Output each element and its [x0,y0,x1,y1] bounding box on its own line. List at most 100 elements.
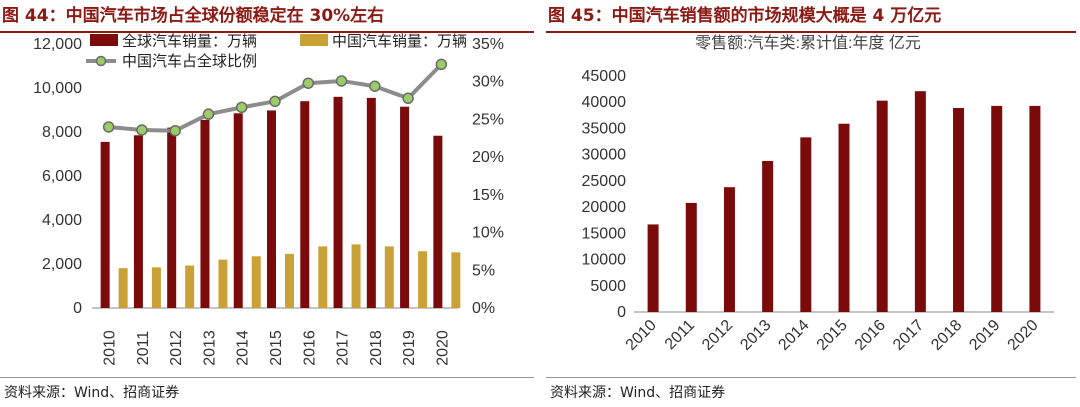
x-tick-label: 2010 [623,317,660,354]
legend-label-global-sales: 全球汽车销量：万辆 [122,32,257,50]
bar-retail-sales [685,202,697,312]
bar-china-sales [418,251,428,308]
y-left-tick-label: 6,000 [42,168,82,185]
x-tick-label: 2011 [135,331,152,366]
y-tick-label: 20000 [582,199,627,216]
y-tick-label: 45000 [582,68,627,85]
x-tick-label: 2014 [235,330,252,366]
bar-china-sales [185,265,195,308]
bar-china-sales [351,244,361,308]
line-point-china-share [136,124,148,136]
y-left-tick-label: 4,000 [42,212,82,229]
y-left-tick-label: 0 [73,300,82,317]
bar-global-sales [100,141,110,308]
legend-swatch-china-sales [300,34,328,46]
line-point-china-share [169,124,181,137]
left-source-note: 资料来源：Wind、招商证券 [4,385,180,401]
y-tick-label: 10000 [582,252,627,269]
line-point-china-share [335,75,348,87]
legend-label-china-sales: 中国汽车销量：万辆 [332,33,467,50]
y-tick-label: 15000 [582,225,627,242]
bar-global-sales [433,135,443,308]
x-tick-label: 2012 [699,317,736,354]
left-title-rule [0,31,534,33]
y-left-tick-label: 2,000 [42,256,82,273]
y-right-tick-label: 20% [472,149,504,166]
right-source-rule [546,377,1076,378]
y-tick-label: 40000 [582,94,627,111]
x-tick-label: 2019 [401,330,418,366]
y-tick-label: 5000 [590,278,626,295]
bar-retail-sales [953,107,965,312]
bar-china-sales [384,246,394,308]
line-point-china-share [102,121,115,133]
x-tick-label: 2013 [737,317,774,354]
right-figure-panel: 图 45：中国汽车销售额的市场规模大概是 4 万亿元 零售额:汽车类:累计值:年… [546,0,1080,407]
left-chart: 0 2,000 4,000 6,000 8,000 10,000 12,000 0% 5% 10%… [33,32,504,366]
x-tick-label: 2010 [102,330,119,366]
bar-global-sales [167,127,177,308]
bar-retail-sales [800,137,812,312]
x-tick-label: 2012 [168,330,185,366]
x-tick-label: 2011 [662,317,698,353]
line-point-china-share [369,80,381,92]
bar-global-sales [400,106,410,308]
line-point-china-share [302,77,315,89]
x-tick-label: 2017 [335,330,352,366]
left-figure-panel: 图 44：中国汽车市场占全球份额稳定在 30%左右 0 2,000 4,000 6,0… [0,6,534,401]
right-figure-title: 图 45：中国汽车销售额的市场规模大概是 4 万亿元 [548,6,942,26]
left-source-rule [0,377,534,378]
line-point-china-share [435,58,448,71]
legend-marker-china-share [95,55,107,67]
x-tick-label: 2017 [890,317,927,354]
x-tick-label: 2014 [775,317,812,354]
x-tick-label: 2019 [966,317,1003,354]
bar-retail-sales [723,187,735,312]
bar-retail-sales [1029,105,1041,312]
x-tick-label: 2020 [434,330,451,366]
bar-china-sales [151,267,161,308]
bar-global-sales [333,96,343,308]
x-tick-label: 2020 [1005,317,1042,354]
bar-china-sales [118,268,128,308]
bar-retail-sales [838,123,850,312]
bar-china-sales [318,246,328,308]
line-point-china-share [269,95,281,108]
bar-retail-sales [991,105,1003,312]
line-point-china-share [202,108,215,120]
left-figure-title: 图 44：中国汽车市场占全球份额稳定在 30%左右 [2,6,385,26]
y-right-tick-label: 5% [472,262,495,279]
bar-global-sales [200,119,210,309]
right-chart: 零售额:汽车类:累计值:年度 亿元 0 5000 10000 15000 20000 250… [582,34,1054,354]
y-right-tick-label: 0% [472,300,495,317]
x-tick-label: 2015 [814,317,851,354]
x-tick-label: 2013 [201,330,218,366]
y-right-tick-label: 30% [472,74,504,91]
right-title-rule [546,31,1076,33]
x-tick-label: 2016 [301,330,318,366]
bar-china-sales [251,256,261,308]
bar-global-sales [133,135,143,308]
bar-china-sales [451,252,461,308]
bar-retail-sales [647,224,659,312]
y-tick-label: 0 [617,304,626,321]
legend-label-china-share: 中国汽车占全球比例 [122,52,257,70]
bar-global-sales [366,97,376,309]
y-left-tick-label: 10,000 [33,80,82,97]
bar-global-sales [267,110,276,308]
y-tick-label: 35000 [582,120,627,137]
y-tick-label: 30000 [582,147,627,164]
line-point-china-share [402,92,414,105]
y-right-tick-label: 35% [472,36,504,53]
chart-title: 零售额:汽车类:累计值:年度 亿元 [695,34,921,52]
right-source-note: 资料来源：Wind、招商证券 [550,385,726,401]
y-left-tick-label: 8,000 [42,124,82,141]
bar-retail-sales [914,91,926,312]
bar-global-sales [300,101,310,308]
line-point-china-share [235,101,248,114]
x-tick-label: 2018 [368,330,385,366]
bar-retail-sales [876,100,888,312]
x-tick-label: 2018 [928,317,965,354]
y-left-tick-label: 12,000 [33,36,82,53]
bar-china-sales [285,253,294,308]
